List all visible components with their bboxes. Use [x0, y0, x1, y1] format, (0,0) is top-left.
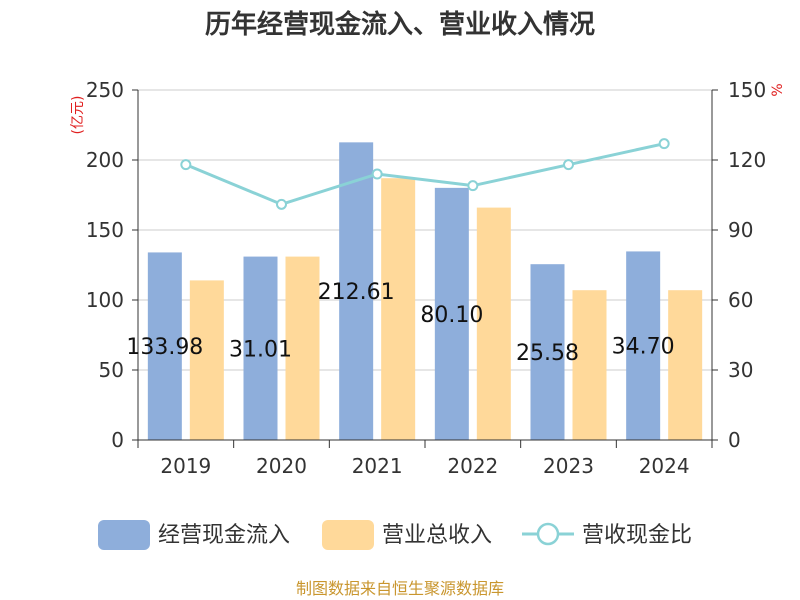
- legend-label-revenue: 营业总收入: [382, 523, 492, 548]
- bar-cash-inflow: [147, 252, 182, 440]
- bar-cash-inflow: [243, 256, 278, 440]
- bar-cash-inflow: [339, 142, 374, 440]
- data-label: 25.58: [516, 341, 579, 366]
- legend-swatch-revenue: [322, 520, 374, 550]
- bar-revenue: [668, 290, 703, 440]
- ratio-polyline: [185, 142, 665, 206]
- legend-swatch-ratio-marker: [536, 522, 560, 546]
- source-text: 制图数据来自恒生聚源数据库: [296, 579, 504, 598]
- bar-revenue: [285, 256, 320, 440]
- data-label: 80.10: [420, 303, 483, 328]
- data-label: 34.70: [612, 335, 675, 360]
- x-tick-label: 2022: [447, 454, 498, 478]
- ratio-point: [371, 168, 383, 180]
- left-tick-label: 50: [99, 358, 124, 382]
- data-label: 133.98: [126, 335, 203, 360]
- ratio-point: [563, 159, 574, 171]
- bar-cash-inflow: [434, 187, 469, 440]
- data-label: 212.61: [318, 280, 395, 305]
- legend: 经营现金流入 营业总收入 营收现金比: [98, 520, 692, 550]
- data-label: 31.01: [229, 337, 292, 362]
- ratio-point: [276, 198, 287, 210]
- left-tick-label: 150: [86, 218, 124, 242]
- bar-cash-inflow: [626, 251, 661, 440]
- bar-revenue: [572, 290, 607, 440]
- grid-lines: [138, 89, 712, 371]
- x-tick-label: 2019: [160, 454, 211, 478]
- bar-cash-inflow: [530, 264, 565, 440]
- chart-title: 历年经营现金流入、营业收入情况: [205, 9, 595, 40]
- x-tick-label: 2021: [352, 454, 403, 478]
- bar-revenue: [476, 207, 511, 440]
- ratio-point: [658, 138, 670, 150]
- right-tick-label: 60: [728, 288, 753, 312]
- right-tick-label: 90: [728, 218, 753, 242]
- x-tick-label: 2023: [543, 454, 594, 478]
- legend-label-ratio: 营收现金比: [582, 523, 692, 548]
- x-tick-label: 2020: [256, 454, 307, 478]
- ratio-line: [180, 138, 670, 210]
- ratio-point: [467, 180, 479, 192]
- left-tick-label: 250: [86, 78, 124, 102]
- bar-revenue: [189, 280, 224, 440]
- left-axis-unit: (亿元): [70, 96, 86, 135]
- legend-swatch-cash-inflow: [98, 520, 150, 550]
- right-axis-unit: %: [770, 83, 786, 96]
- ratio-point: [180, 159, 192, 171]
- data-labels: 133.98 31.01 212.61 80.10 25.58 34.70: [126, 280, 674, 366]
- left-tick-label: 100: [86, 288, 124, 312]
- x-tick-label: 2024: [639, 454, 690, 478]
- bar-revenue: [381, 178, 416, 440]
- left-tick-label: 200: [86, 148, 124, 172]
- right-tick-label: 0: [728, 428, 741, 452]
- legend-label-cash-inflow: 经营现金流入: [158, 523, 290, 548]
- right-tick-label: 150: [728, 78, 766, 102]
- right-tick-label: 120: [728, 148, 766, 172]
- right-tick-label: 30: [728, 358, 753, 382]
- left-tick-label: 0: [111, 428, 124, 452]
- bars: [147, 142, 703, 440]
- axes: 0 50 100 150 200 250 0 30 60 90 120 150 2019 2020 2021…: [86, 78, 766, 478]
